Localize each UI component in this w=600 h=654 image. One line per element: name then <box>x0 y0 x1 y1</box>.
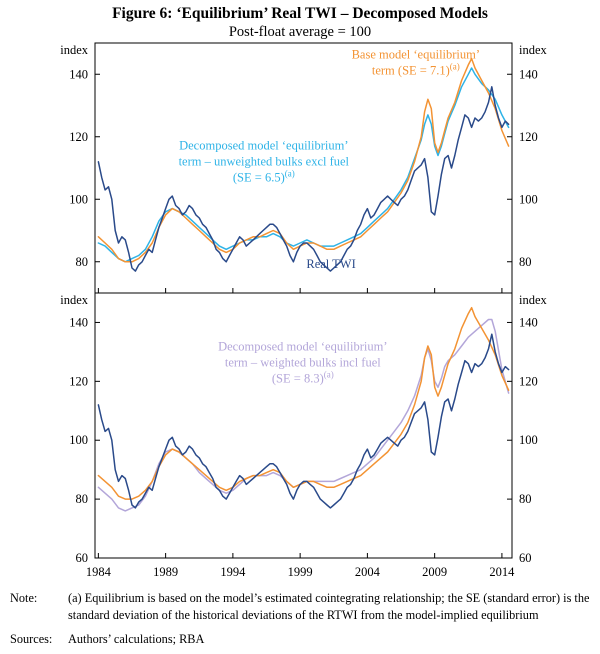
y-tick-label: 140 <box>519 67 538 81</box>
y-tick-label: 60 <box>519 551 532 565</box>
x-tick-label: 1999 <box>288 565 313 579</box>
x-tick-label: 2014 <box>489 565 515 579</box>
y-tick-label: 120 <box>69 130 88 144</box>
figure-subtitle: Post-float average = 100 <box>228 24 372 40</box>
note-label: Note: <box>10 591 38 605</box>
y-tick-label: 60 <box>76 551 89 565</box>
y-tick-label: 120 <box>69 374 88 388</box>
figure-title: Figure 6: ‘Equilibrium’ Real TWI – Decom… <box>112 5 488 22</box>
x-tick-label: 1989 <box>153 565 178 579</box>
real-twi-label: Real TWI <box>306 257 355 271</box>
y-tick-label: 120 <box>519 130 538 144</box>
series-line-base_model <box>97 306 510 500</box>
axis-unit-label: index <box>60 293 89 307</box>
y-tick-label: 100 <box>519 192 538 206</box>
decomposed-weighted-label: Decomposed model ‘equilibrium’ term – wei… <box>218 339 387 385</box>
y-tick-label: 140 <box>519 315 538 329</box>
x-tick-label: 1984 <box>86 565 112 579</box>
series-line-base_model <box>97 57 510 263</box>
note-text: (a) Equilibrium is based on the model’s … <box>68 591 590 622</box>
sources-text: Authors’ calculations; RBA <box>68 631 205 646</box>
y-tick-label: 100 <box>69 433 88 447</box>
y-tick-label: 100 <box>519 433 538 447</box>
x-tick-label: 1994 <box>220 565 246 579</box>
x-tick-label: 2009 <box>422 565 447 579</box>
axis-unit-label: index <box>60 43 89 57</box>
series-line-real_twi <box>97 86 510 272</box>
base-model-label: Base model ‘equilibrium’ term (SE = 7.1)(… <box>352 48 480 78</box>
y-tick-label: 80 <box>519 255 532 269</box>
x-tick-label: 2004 <box>355 565 381 579</box>
y-tick-label: 140 <box>69 67 88 81</box>
figure-note: Note: (a) Equilibrium is based on the mo… <box>0 590 600 624</box>
y-tick-label: 80 <box>76 492 89 506</box>
y-tick-label: 140 <box>69 315 88 329</box>
y-tick-label: 80 <box>76 255 89 269</box>
decomposed-unweighted-label: Decomposed model ‘equilibrium’ term – unw… <box>179 138 350 184</box>
axis-unit-label: index <box>519 293 548 307</box>
y-tick-label: 100 <box>69 192 88 206</box>
figure-sources: Sources: Authors’ calculations; RBA <box>0 631 600 648</box>
axis-unit-label: index <box>519 43 548 57</box>
figure-canvas: 80 80 100 100 120 120 140 140 index index Base mod… <box>60 42 548 579</box>
y-tick-label: 80 <box>519 492 532 506</box>
series-line-real_twi <box>97 333 510 509</box>
sources-label: Sources: <box>10 631 53 646</box>
y-tick-label: 120 <box>519 374 538 388</box>
panel-frame <box>94 292 513 559</box>
